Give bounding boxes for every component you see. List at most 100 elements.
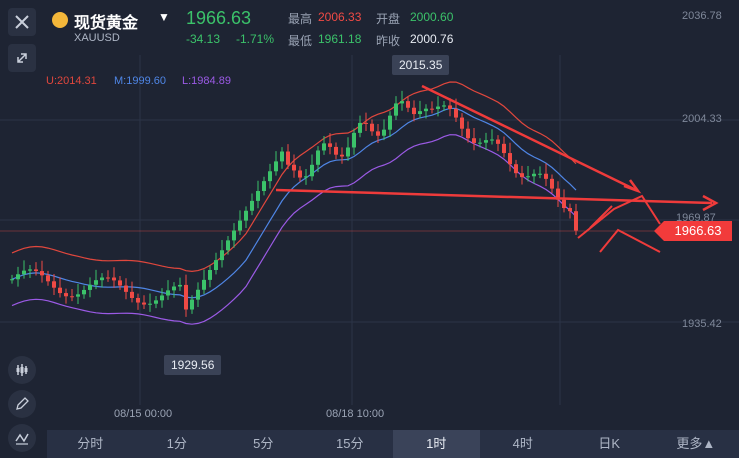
candle-body [196, 289, 200, 300]
lower-band-label: L:1984.89 [182, 75, 231, 87]
candle-body [190, 299, 194, 310]
candle-body [124, 285, 128, 292]
candle-body [76, 294, 80, 297]
candle-body [502, 143, 506, 154]
candle-body [22, 270, 26, 275]
dropdown-arrow-icon[interactable]: ▼ [158, 10, 170, 24]
price-change-pct: -1.71% [236, 32, 275, 46]
candle-body [160, 295, 164, 301]
candle-body [460, 117, 464, 129]
high-callout: 2015.35 [392, 55, 450, 75]
instrument-name[interactable]: 现货黄金 [74, 15, 139, 32]
candle-body [256, 191, 260, 201]
wave-icon [15, 433, 29, 445]
candle-body [202, 279, 206, 290]
candle-body [136, 297, 140, 303]
trend-annotations [275, 84, 719, 253]
projection-path [577, 194, 661, 239]
candle-body [364, 122, 368, 124]
candle-body [508, 153, 512, 165]
candle-body [532, 173, 536, 177]
candle-body [154, 300, 158, 304]
candle-body [28, 269, 32, 271]
candle-body [64, 293, 68, 297]
candle-body [70, 296, 74, 298]
candle-body [208, 270, 212, 280]
candle-body [352, 132, 356, 148]
candle-body [430, 108, 434, 110]
candle-body [376, 131, 380, 136]
high-value: 2006.33 [318, 10, 362, 24]
candle-body [244, 210, 248, 221]
candle-body [286, 151, 290, 165]
candle-body [268, 171, 272, 182]
high-label: 最高 [288, 12, 313, 26]
tab-6[interactable]: 日K [598, 436, 621, 451]
arrow-head [623, 179, 642, 194]
indicator-settings-button[interactable] [8, 424, 36, 452]
candle-body [412, 107, 416, 115]
candle-body [310, 164, 314, 177]
candle-body [52, 281, 56, 288]
candle-body [220, 250, 224, 261]
candle-body [304, 176, 308, 178]
indicator-tool-button[interactable] [8, 356, 36, 384]
tab-1[interactable]: 1分 [166, 436, 187, 451]
candle-body [178, 284, 182, 287]
candle-body [82, 289, 86, 295]
expand-icon [17, 53, 27, 63]
candle-body [340, 154, 344, 157]
candle-body [454, 108, 458, 118]
candle-body [274, 161, 278, 172]
candle-body [568, 208, 572, 212]
pencil-icon [16, 397, 29, 410]
candle-body [544, 173, 548, 179]
tab-4[interactable]: 1时 [393, 430, 480, 458]
candle-body [232, 230, 236, 241]
tab-7[interactable]: 更多▲ [676, 436, 716, 451]
y-tick-label: 2004.33 [682, 113, 722, 125]
bollinger-bands [11, 81, 577, 325]
candle-body [142, 302, 146, 305]
tab-0[interactable]: 分时 [77, 436, 104, 451]
expand-button[interactable] [8, 44, 36, 72]
close-icon [15, 15, 29, 29]
candle-body [442, 105, 446, 107]
candle-body [184, 284, 188, 310]
candle-body [130, 291, 134, 298]
candle-body [172, 286, 176, 291]
candle-body [400, 101, 404, 104]
candle-body [562, 199, 566, 209]
y-tick-label: 1935.42 [682, 318, 722, 330]
candle-body [406, 101, 410, 108]
low-value: 1961.18 [318, 32, 362, 46]
candle-body [478, 142, 482, 144]
tab-3[interactable]: 15分 [336, 436, 364, 451]
tab-2[interactable]: 5分 [253, 436, 274, 451]
candle-body [466, 128, 470, 139]
candle-body [16, 274, 20, 280]
candle-body [214, 260, 218, 271]
candle-body [106, 277, 110, 279]
candle-body [490, 139, 494, 141]
close-button[interactable] [8, 8, 36, 36]
candle-body [388, 115, 392, 130]
candle-body [280, 151, 284, 162]
arrow-head [702, 194, 719, 212]
candle-body [418, 111, 422, 115]
candle-body [382, 129, 386, 136]
instrument-code: XAUUSD [74, 32, 120, 44]
candlestick-chart[interactable] [0, 0, 739, 430]
candle-body [358, 122, 362, 133]
candle-body [436, 106, 440, 110]
candle-body [448, 105, 452, 109]
candle-body [238, 220, 242, 231]
prev-close-value: 2000.76 [410, 32, 454, 46]
candle-body [112, 277, 116, 281]
candle-body [88, 284, 92, 290]
tab-5[interactable]: 4时 [512, 436, 533, 451]
candle-body [520, 173, 524, 178]
candle-body [58, 287, 62, 294]
draw-tool-button[interactable] [8, 390, 36, 418]
candle-body [100, 277, 104, 281]
